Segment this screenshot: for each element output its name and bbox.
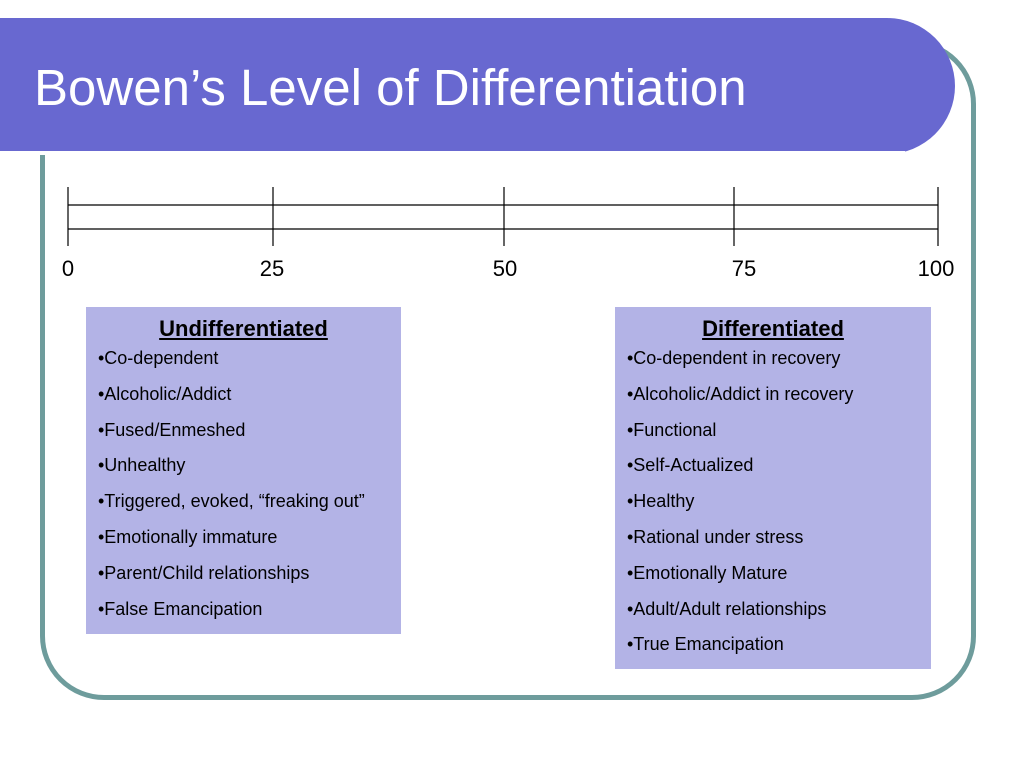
list-item: •Parent/Child relationships xyxy=(98,562,310,583)
differentiation-scale xyxy=(67,187,939,246)
undifferentiated-box: Undifferentiated •Co-dependent •Alcoholi… xyxy=(86,307,401,634)
differentiated-list: •Co-dependent in recovery •Alcoholic/Add… xyxy=(627,347,919,655)
title-bar: Bowen’s Level of Differentiation xyxy=(0,18,955,155)
tick-label-100: 100 xyxy=(917,256,955,281)
undifferentiated-list: •Co-dependent •Alcoholic/Addict •Fused/E… xyxy=(98,347,389,620)
tick-label-25: 25 xyxy=(259,256,285,281)
differentiated-heading: Differentiated xyxy=(702,316,844,341)
list-item: •True Emancipation xyxy=(627,634,784,655)
list-item: •Emotionally immature xyxy=(98,526,278,547)
undifferentiated-heading: Undifferentiated xyxy=(159,316,328,341)
list-item: •Alcoholic/Addict xyxy=(98,383,232,404)
list-item: •Rational under stress xyxy=(627,526,804,547)
tick-label-50: 50 xyxy=(492,256,518,281)
list-item: •Fused/Enmeshed xyxy=(98,419,246,440)
list-item: •Functional xyxy=(627,419,717,440)
list-item: •Adult/Adult relationships xyxy=(627,598,827,619)
list-item: •Healthy xyxy=(627,491,695,512)
title-underline xyxy=(0,151,905,155)
list-item: •Alcoholic/Addict in recovery xyxy=(627,383,854,404)
differentiated-box: Differentiated •Co-dependent in recovery… xyxy=(615,307,931,669)
list-item: •Unhealthy xyxy=(98,455,186,476)
list-item: •False Emancipation xyxy=(98,598,263,619)
list-item: •Co-dependent in recovery xyxy=(627,348,841,368)
tick-label-0: 0 xyxy=(61,256,75,281)
list-item: •Co-dependent xyxy=(98,348,219,368)
list-item: •Triggered, evoked, “freaking out” xyxy=(98,491,365,512)
list-item: •Self-Actualized xyxy=(627,455,754,476)
tick-label-75: 75 xyxy=(731,256,757,281)
slide-title: Bowen’s Level of Differentiation xyxy=(34,59,747,116)
list-item: •Emotionally Mature xyxy=(627,562,788,583)
